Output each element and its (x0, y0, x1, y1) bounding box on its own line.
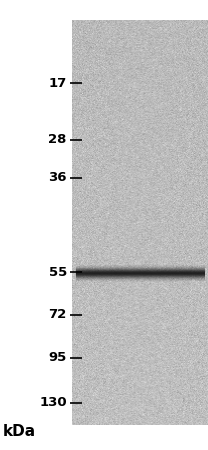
Text: 130: 130 (39, 396, 67, 409)
Text: 55: 55 (48, 266, 67, 279)
Text: 36: 36 (48, 171, 67, 184)
Text: 72: 72 (48, 309, 67, 321)
Text: kDa: kDa (3, 424, 36, 440)
Text: 28: 28 (48, 133, 67, 146)
Text: 95: 95 (48, 351, 67, 364)
Text: 17: 17 (48, 77, 67, 90)
